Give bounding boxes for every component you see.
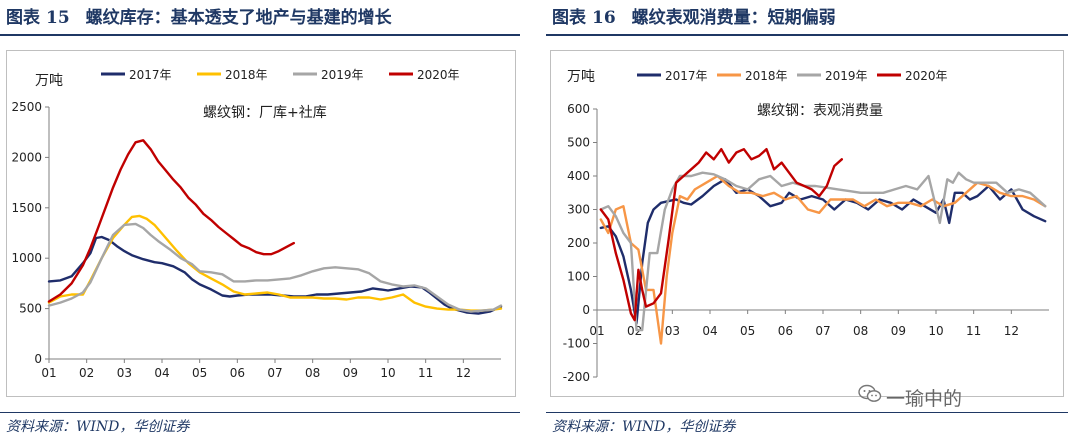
legend-label: 2017年	[665, 69, 708, 83]
figure-title-text: 螺纹库存：基本透支了地产与基建的增长	[85, 8, 392, 28]
y-tick-label: 500	[19, 302, 42, 316]
series-line-3	[47, 222, 503, 313]
x-tick-label: 07	[267, 366, 282, 380]
x-tick-label: 08	[853, 324, 868, 338]
source-note: 资料来源：WIND，华创证券	[552, 419, 736, 435]
consumption-chart: 万吨 2017年 2018年 2019年 2020年螺纹钢：表观消费量-200-1000…	[563, 69, 1049, 384]
x-tick-label: 10	[928, 324, 943, 338]
legend-label: 2020年	[905, 69, 948, 83]
series-line-1	[47, 235, 503, 315]
y-tick-label: 400	[567, 169, 590, 183]
figure-label: 图表	[6, 8, 40, 28]
x-tick-label: 02	[627, 324, 642, 338]
figure-title: 图表 16 螺纹表观消费量：短期偏弱	[552, 3, 836, 33]
legend-label: 2020年	[417, 68, 460, 82]
x-tick-label: 04	[702, 324, 717, 338]
series-line-4	[47, 139, 295, 303]
x-tick-label: 07	[815, 324, 830, 338]
title-rule	[0, 34, 520, 36]
y-tick-label: 2500	[11, 100, 42, 114]
x-tick-label: 01	[589, 324, 604, 338]
x-tick-label: 08	[305, 366, 320, 380]
chart-annotation: 螺纹钢：厂库+社库	[203, 105, 327, 121]
x-tick-label: 06	[778, 324, 793, 338]
y-tick-label: -200	[563, 370, 590, 384]
legend-label: 2019年	[825, 69, 868, 83]
x-tick-label: 09	[343, 366, 358, 380]
y-tick-label: 1500	[11, 201, 42, 215]
x-tick-label: 03	[665, 324, 680, 338]
y-tick-label: -100	[563, 337, 590, 351]
y-tick-label: 0	[34, 352, 42, 366]
x-tick-label: 04	[154, 366, 169, 380]
x-tick-label: 02	[79, 366, 94, 380]
chart-frame: 万吨 2017年 2018年 2019年 2020年 螺纹钢：表观消费量 -200 -100 0…	[550, 50, 1064, 397]
x-tick-label: 11	[418, 366, 433, 380]
figure-number: 16	[592, 8, 616, 28]
figure-number: 15	[46, 8, 70, 28]
legend-label: 2019年	[321, 68, 364, 82]
y-tick-label: 500	[567, 136, 590, 150]
x-tick-label: 06	[230, 366, 245, 380]
figure-label: 图表	[552, 8, 586, 28]
watermark-text: 一瑜中的	[886, 388, 963, 410]
y-tick-label: 600	[567, 102, 590, 116]
y-tick-label: 2000	[11, 150, 42, 164]
x-tick-label: 01	[41, 366, 56, 380]
x-tick-label: 10	[380, 366, 395, 380]
title-rule	[546, 34, 1068, 36]
x-tick-label: 12	[456, 366, 471, 380]
x-tick-label: 05	[740, 324, 755, 338]
y-tick-label: 1000	[11, 251, 42, 265]
x-tick-label: 03	[117, 366, 132, 380]
x-tick-label: 05	[192, 366, 207, 380]
x-tick-label: 11	[966, 324, 981, 338]
x-tick-label: 09	[891, 324, 906, 338]
legend-label: 2017年	[129, 68, 172, 82]
x-tick-label: 12	[1004, 324, 1019, 338]
legend-label: 2018年	[225, 68, 268, 82]
wechat-icon	[858, 384, 882, 402]
figure-panel-left: 图表 15 螺纹库存：基本透支了地产与基建的增长 万吨 2017年 2018年 2019年…	[0, 0, 520, 442]
series-line-2	[599, 174, 1047, 345]
source-note: 资料来源：WIND，华创证券	[6, 419, 190, 435]
y-tick-label: 300	[567, 203, 590, 217]
legend-label: 2018年	[745, 69, 788, 83]
y-axis-unit: 万吨	[35, 73, 63, 89]
figure-panel-right: 图表 16 螺纹表观消费量：短期偏弱 万吨 2017年 2018年 2019年 2020年螺…	[546, 0, 1068, 442]
source-rule	[0, 412, 520, 413]
chart-annotation: 螺纹钢：表观消费量	[757, 103, 883, 119]
y-tick-label: 200	[567, 236, 590, 250]
figure-title: 图表 15 螺纹库存：基本透支了地产与基建的增长	[6, 3, 392, 33]
y-tick-label: 0	[582, 303, 590, 317]
chart-frame: 万吨 2017年 2018年 2019年 2020年螺纹钢：厂库+社库 0 500 1000 1…	[6, 50, 516, 397]
figure-title-text: 螺纹表观消费量：短期偏弱	[631, 8, 836, 28]
series-line-4	[599, 147, 843, 322]
series-line-3	[599, 171, 1047, 332]
source-rule	[546, 412, 1068, 413]
y-axis-unit: 万吨	[567, 69, 595, 85]
y-tick-label: 100	[567, 270, 590, 284]
